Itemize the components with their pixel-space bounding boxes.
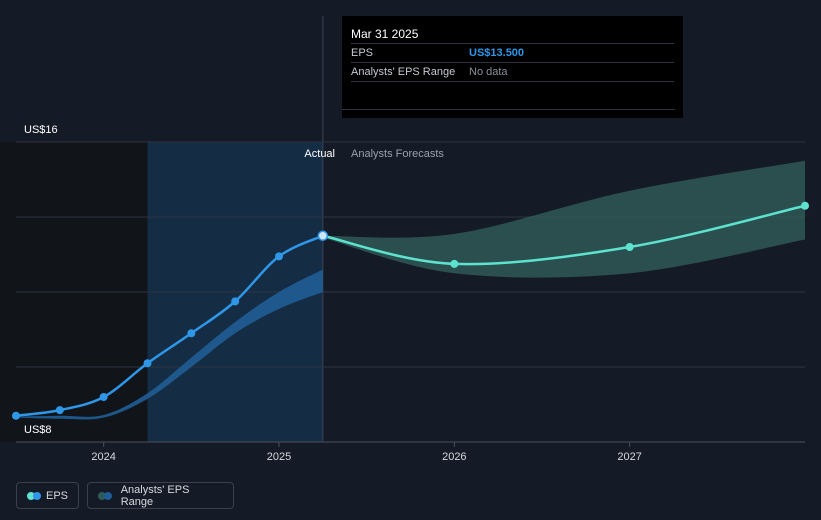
eps-range-layer (16, 160, 805, 420)
eps-forecast-point (450, 259, 459, 268)
tooltip-range-value: No data (469, 66, 508, 78)
tooltip-eps-value: US$13.500 (469, 47, 525, 59)
tooltip-range-label: Analysts' EPS Range (351, 66, 456, 78)
eps-actual-point (143, 359, 152, 368)
eps-highlight-point (317, 230, 329, 241)
eps-actual-point (99, 393, 108, 401)
y-tick-label-bottom: US$8 (24, 424, 52, 436)
legend-eps[interactable]: EPS (16, 482, 79, 509)
x-tick-label: 2027 (617, 451, 641, 463)
eps-actual-point (55, 406, 64, 415)
tooltip: Mar 31 2025 EPS US$13.500 Analysts' EPS … (342, 16, 683, 118)
x-tick-label: 2025 (267, 451, 291, 463)
legend-eps-range-label: Analysts' EPS Range (120, 483, 190, 508)
eps-actual-point (231, 297, 240, 306)
eps-range-legend-icon (98, 491, 114, 500)
eps-actual-point (275, 252, 283, 261)
tooltip-date: Mar 31 2025 (351, 25, 674, 44)
eps-forecast-point (801, 201, 809, 210)
legend-eps-label: EPS (45, 489, 68, 502)
legend-eps-range[interactable]: Analysts' EPS Range (87, 482, 234, 509)
x-tick-label: 2026 (442, 451, 466, 463)
tooltip-row-eps: EPS US$13.500 (351, 44, 674, 63)
chart-background-layer (0, 16, 324, 442)
eps-actual-point (12, 411, 20, 420)
tooltip-divider (342, 109, 675, 110)
eps-forecast-point (625, 243, 634, 251)
eps-forecast-line (322, 204, 806, 266)
tooltip-row-range: Analysts' EPS Range No data (351, 63, 674, 82)
forecast-label: Analysts Forecasts (351, 148, 444, 160)
eps-line-layer (12, 201, 809, 420)
eps-actual-point (187, 329, 196, 338)
forecast-eps-range (322, 160, 805, 278)
eps-legend-icon (27, 491, 41, 500)
x-tick-label: 2024 (91, 451, 115, 463)
y-tick-label-top: US$16 (24, 124, 58, 136)
actual-label: Actual (304, 148, 335, 160)
x-axis-ticks: 2024 2025 2026 2027 (91, 442, 642, 463)
tooltip-eps-label: EPS (351, 47, 374, 59)
